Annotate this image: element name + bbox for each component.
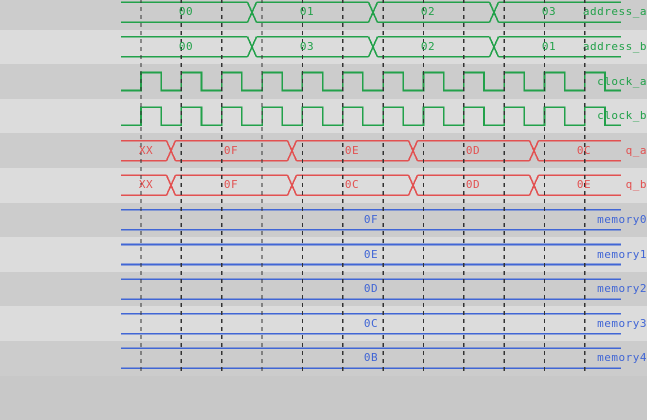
- bus-value-address_a[interactable]: 00: [178, 5, 194, 19]
- signal-row-band: [0, 64, 647, 99]
- bus-value-q_a[interactable]: XX: [138, 143, 154, 157]
- bus-value-address_b[interactable]: 03: [299, 39, 315, 53]
- waveform-address_b[interactable]: [121, 36, 621, 58]
- signal-label-q_a[interactable]: q_a: [625, 143, 647, 157]
- bus-value-q_a[interactable]: 0E: [344, 143, 360, 157]
- waveform-memory1[interactable]: [121, 243, 621, 266]
- signal-label-clock_a[interactable]: clock_a: [597, 74, 647, 88]
- waveform-clock_a[interactable]: [121, 71, 621, 92]
- signal-row-band: [0, 202, 647, 238]
- bus-value-q_b[interactable]: 0E: [576, 178, 592, 192]
- bus-value-q_a[interactable]: 0C: [576, 143, 592, 157]
- signal-row-band: [0, 237, 647, 272]
- bus-value-q_b[interactable]: 0C: [344, 178, 360, 192]
- signal-label-address_a[interactable]: address_a: [582, 5, 647, 19]
- signal-label-memory3[interactable]: memory3: [597, 316, 647, 330]
- signal-label-memory4[interactable]: memory4: [597, 351, 647, 365]
- bus-value-address_a[interactable]: 03: [541, 5, 557, 19]
- signal-row-band: [0, 306, 647, 341]
- waveform-memory2[interactable]: [121, 278, 621, 300]
- signal-label-q_b[interactable]: q_b: [625, 178, 647, 192]
- signal-label-memory2[interactable]: memory2: [597, 282, 647, 296]
- waveform-q_b[interactable]: [121, 174, 621, 197]
- signal-row-band: [0, 168, 647, 203]
- signal-label-clock_b[interactable]: clock_b: [597, 109, 647, 123]
- signal-row-band: [0, 29, 647, 65]
- bus-value-memory2[interactable]: 0D: [363, 282, 379, 296]
- waveform-clock_b[interactable]: [121, 106, 621, 126]
- bus-value-memory0[interactable]: 0F: [363, 212, 379, 226]
- waveform-q_a[interactable]: [121, 139, 621, 162]
- signal-row-band: [0, 0, 647, 30]
- bus-value-q_b[interactable]: 0F: [223, 178, 239, 192]
- signal-label-memory0[interactable]: memory0: [597, 212, 647, 226]
- bus-value-q_b[interactable]: 0D: [465, 178, 481, 192]
- signal-row-band: [0, 341, 647, 376]
- bus-value-address_b[interactable]: 02: [420, 39, 436, 53]
- signal-row-band: [0, 133, 647, 168]
- bus-value-q_b[interactable]: XX: [138, 178, 154, 192]
- bus-value-q_a[interactable]: 0F: [223, 143, 239, 157]
- bus-value-address_a[interactable]: 02: [420, 5, 436, 19]
- bus-value-memory1[interactable]: 0E: [363, 247, 379, 261]
- bus-value-address_a[interactable]: 01: [299, 5, 315, 19]
- signal-row-band: [0, 98, 647, 134]
- bus-value-address_b[interactable]: 01: [541, 39, 557, 53]
- bus-value-address_b[interactable]: 00: [178, 39, 194, 53]
- signal-row-band: [0, 271, 647, 307]
- bus-value-memory4[interactable]: 0B: [363, 351, 379, 365]
- signal-label-memory1[interactable]: memory1: [597, 247, 647, 261]
- waveform-memory0[interactable]: [121, 209, 621, 231]
- waveform-memory4[interactable]: [121, 347, 621, 370]
- waveform-address_a[interactable]: [121, 1, 621, 24]
- bus-value-memory3[interactable]: 0C: [363, 316, 379, 330]
- waveform-memory3[interactable]: [121, 312, 621, 335]
- signal-label-address_b[interactable]: address_b: [582, 39, 647, 53]
- bus-value-q_a[interactable]: 0D: [465, 143, 481, 157]
